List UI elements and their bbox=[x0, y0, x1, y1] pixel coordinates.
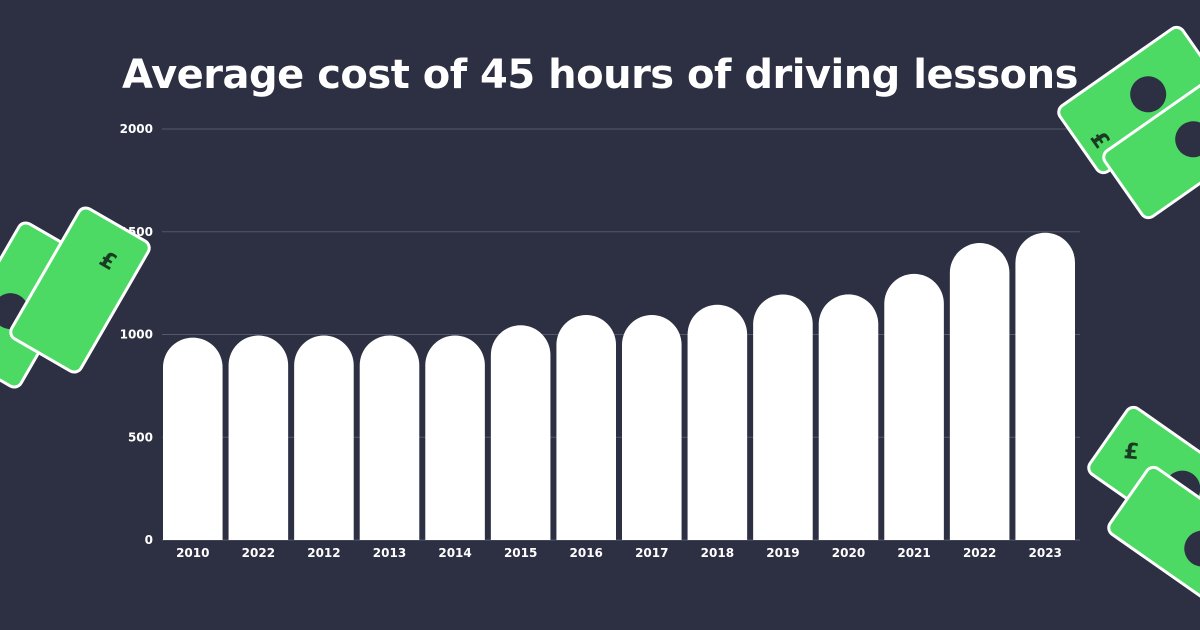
y-tick-label: 500 bbox=[128, 430, 153, 444]
bar-2018 bbox=[687, 304, 748, 540]
x-tick-label: 2019 bbox=[766, 546, 799, 560]
bar-2022 bbox=[228, 335, 289, 540]
x-tick-label: 2022 bbox=[963, 546, 996, 560]
banknote-icon: £ bbox=[9, 206, 151, 374]
bar-2020 bbox=[818, 294, 879, 540]
bar-2019 bbox=[753, 294, 813, 540]
y-tick-label: 0 bbox=[145, 533, 153, 547]
bar-2013 bbox=[359, 335, 420, 540]
bar-2012 bbox=[294, 335, 354, 540]
bar-2022 bbox=[949, 243, 1010, 540]
banknote-icon bbox=[1107, 465, 1200, 615]
x-tick-labels: 2010 2022 2012 2013 2014 2015 2016 2017 2018 2019… bbox=[176, 546, 1062, 560]
x-tick-label: 2010 bbox=[176, 546, 209, 560]
x-tick-label: 2023 bbox=[1029, 546, 1062, 560]
x-tick-label: 2013 bbox=[373, 546, 406, 560]
x-tick-label: 2012 bbox=[307, 546, 340, 560]
x-tick-label: 2017 bbox=[635, 546, 668, 560]
bar-2021 bbox=[884, 273, 944, 540]
x-tick-label: 2016 bbox=[570, 546, 603, 560]
bar-2017 bbox=[622, 314, 682, 540]
x-tick-label: 2022 bbox=[242, 546, 275, 560]
banknote-icon bbox=[1102, 70, 1200, 220]
x-tick-label: 2020 bbox=[832, 546, 865, 560]
currency-symbol: £ bbox=[1123, 439, 1140, 465]
x-tick-label: 2015 bbox=[504, 546, 537, 560]
y-tick-label: 2000 bbox=[120, 122, 153, 136]
bar-2023 bbox=[1015, 232, 1075, 541]
x-tick-label: 2014 bbox=[438, 546, 471, 560]
bars bbox=[163, 232, 1075, 541]
bar-2016 bbox=[556, 315, 616, 540]
bar-2014 bbox=[425, 335, 485, 540]
chart-title: Average cost of 45 hours of driving less… bbox=[122, 52, 1078, 98]
bar-2015 bbox=[490, 325, 551, 540]
x-tick-label: 2021 bbox=[897, 546, 930, 560]
bar-2010 bbox=[163, 337, 223, 540]
x-tick-label: 2018 bbox=[701, 546, 734, 560]
y-tick-label: 1000 bbox=[120, 328, 153, 342]
